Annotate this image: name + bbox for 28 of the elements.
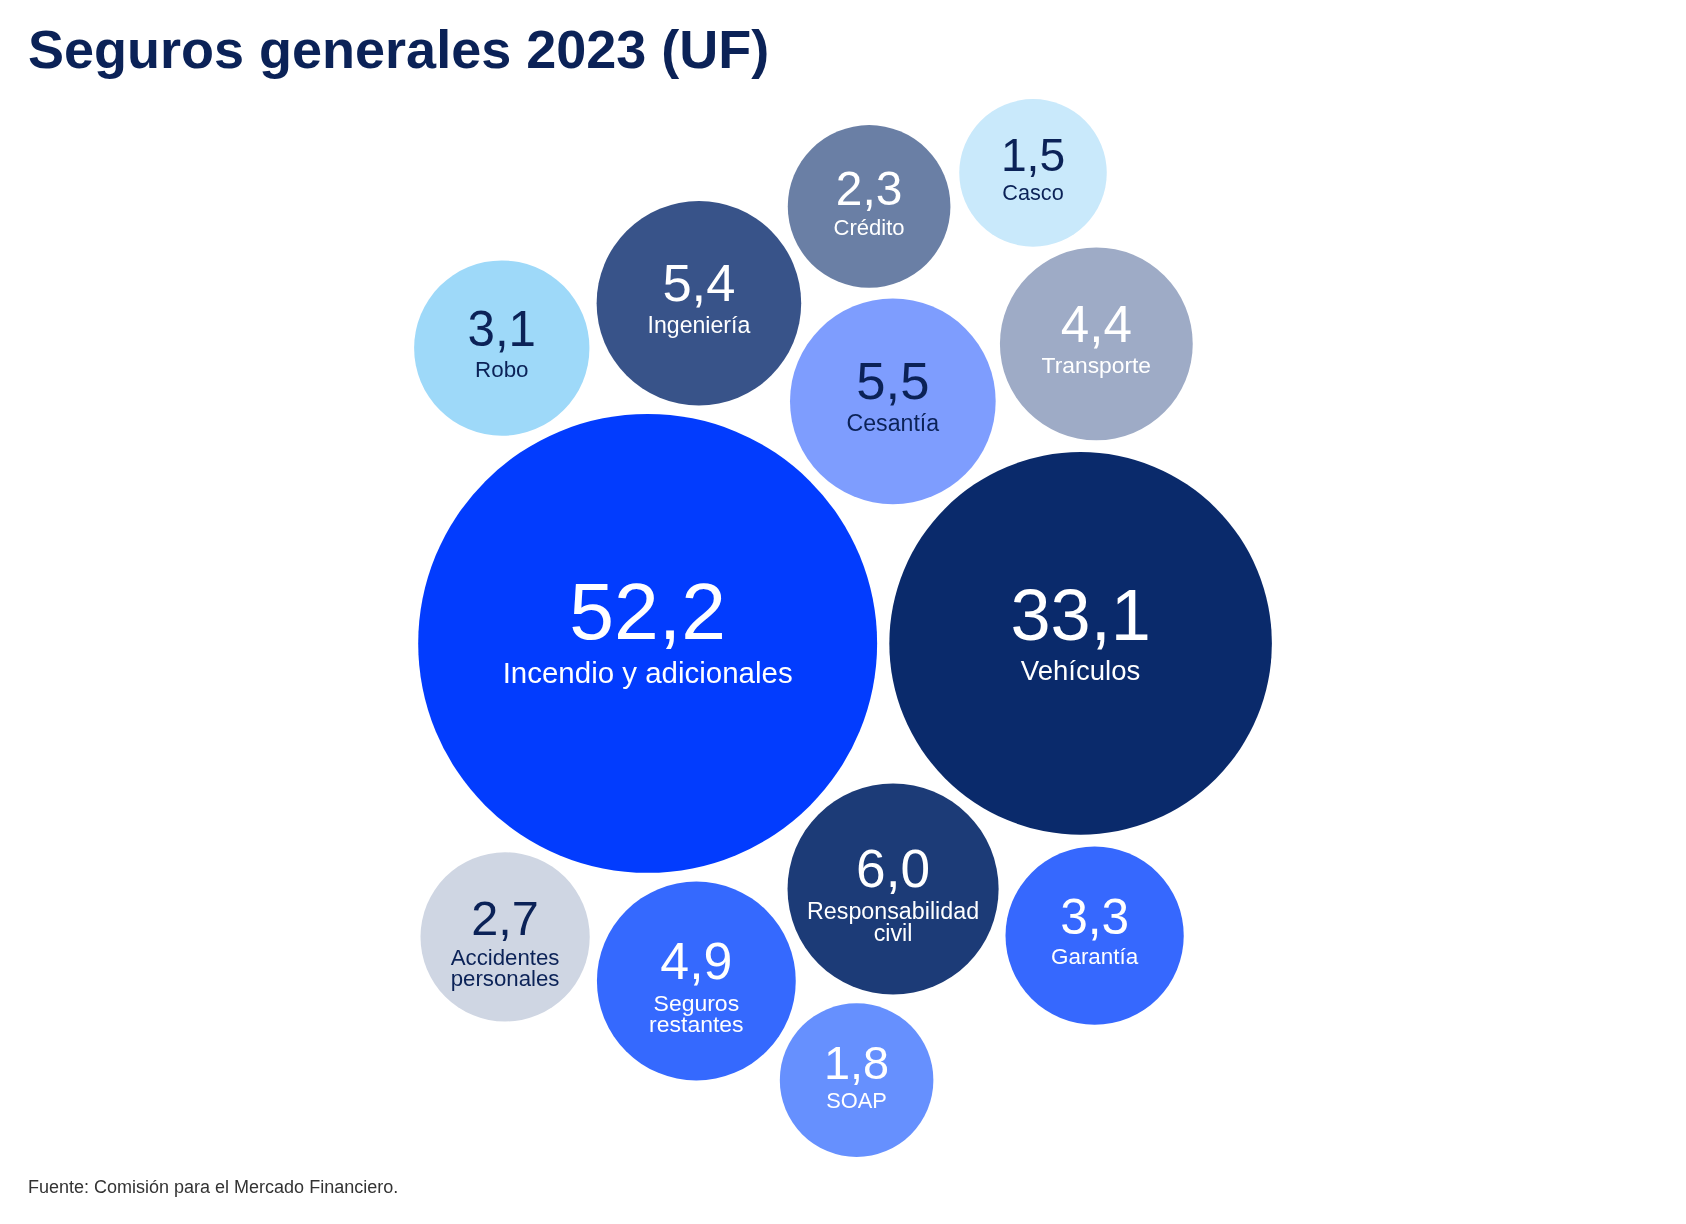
category-label: Incendio y adicionales xyxy=(502,656,793,690)
data-label: 5,5 xyxy=(856,351,930,411)
category-label: Responsabilidad civil xyxy=(807,898,980,947)
data-label: 33,1 xyxy=(1010,574,1151,655)
data-label: 6,0 xyxy=(856,838,931,898)
data-label: 52,2 xyxy=(569,565,726,656)
category-label: Cesantía xyxy=(846,410,940,437)
category-label: Casco xyxy=(1002,180,1064,206)
text: Seguros generales 2023 (UF) xyxy=(28,19,770,79)
data-label: 1,5 xyxy=(1000,129,1066,182)
data-label: 3,3 xyxy=(1060,888,1130,945)
category-label: Robo xyxy=(475,356,529,382)
data-label: 4,4 xyxy=(1060,295,1132,353)
source-note: Fuente: Comisión para el Mercado Financiero. xyxy=(28,1177,399,1197)
data-label: 1,8 xyxy=(824,1036,890,1089)
data-label: 3,1 xyxy=(467,301,537,357)
category-label: Accidentes personales xyxy=(450,945,560,992)
category-label: Seguros restantes xyxy=(649,989,744,1038)
category-label: Vehículos xyxy=(1020,655,1141,687)
category-label: Garantía xyxy=(1050,944,1139,970)
data-label: 2,7 xyxy=(471,891,539,946)
data-label: 4,9 xyxy=(660,932,733,990)
category-label: Crédito xyxy=(833,214,905,240)
category-label: SOAP xyxy=(826,1087,887,1113)
category-label: Transporte xyxy=(1041,352,1152,379)
data-label: 2,3 xyxy=(835,161,903,215)
data-label: 5,4 xyxy=(662,253,736,313)
category-label: Ingeniería xyxy=(647,312,751,339)
